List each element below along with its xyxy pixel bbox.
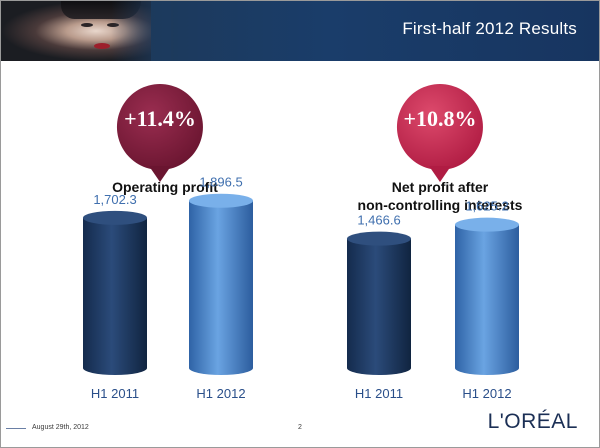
header-banner: First-half 2012 Results [1,1,599,61]
footer-date: August 29th, 2012 [32,424,89,431]
bar-body [455,224,519,375]
chart-title-line-2: non-controlling interests [357,197,523,213]
slide-title: First-half 2012 Results [402,19,577,38]
data-label: 1,466.6 [357,213,400,228]
data-label: 1,625.2 [465,199,508,214]
growth-badge-operating-profit: +11.4% [115,82,205,184]
category-label: H1 2011 [355,386,403,401]
chart-title-operating-profit: Operating profit [112,179,218,195]
chart-title-line-1: Net profit after [391,179,489,195]
bar-body [189,200,253,375]
bar-h1-2012 [189,193,253,375]
loreal-logo: L'ORÉAL [487,410,578,433]
growth-badge-value: +11.4% [124,106,196,131]
model-portrait [1,1,171,61]
category-label: H1 2012 [196,386,245,401]
footer-rule [6,428,26,429]
bar-top [455,217,519,232]
bar-h1-2012 [455,217,519,375]
bar-top [347,231,411,246]
category-label: H1 2012 [462,386,511,401]
pin-shape-right [396,84,483,182]
chart-title-net-profit: Net profit after non-controlling interes… [330,178,550,214]
bar-body [83,217,147,375]
data-label: 1,896.5 [199,175,242,190]
bar-top [83,210,147,225]
data-label: 1,702.3 [93,192,136,207]
bar-h1-2011 [347,231,411,375]
category-label: H1 2011 [91,386,139,401]
bar-body [347,238,411,375]
growth-badge-net-profit: +10.8% [395,82,485,184]
bar-top [189,193,253,208]
bar-h1-2011 [83,210,147,375]
page-number: 2 [298,424,302,431]
growth-badge-value: +10.8% [403,106,477,131]
pin-shape-left [116,84,203,182]
